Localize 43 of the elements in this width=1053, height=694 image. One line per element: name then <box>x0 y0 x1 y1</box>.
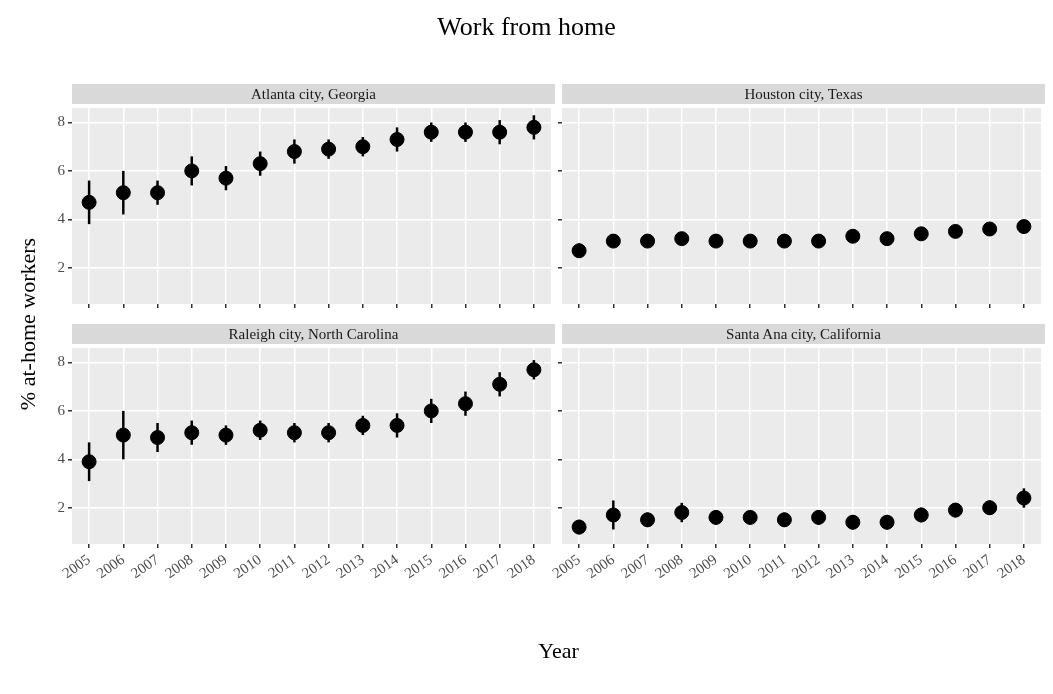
x-tick-label: 2014 <box>857 550 892 582</box>
x-tick-label: 2018 <box>994 550 1028 582</box>
x-tick-label: 2017 <box>469 550 505 582</box>
x-tick-label: 2006 <box>583 550 618 582</box>
y-tick-label: 4 <box>57 210 66 227</box>
x-tick-label: 2006 <box>93 550 128 582</box>
y-tick-label: 4 <box>57 450 66 467</box>
x-tick-label: 2008 <box>162 550 196 582</box>
x-axis-title: Year <box>537 638 580 664</box>
chart-title: Work from home <box>436 12 617 42</box>
x-tick-label: 2015 <box>891 550 926 582</box>
y-axis-title: % at-home workers <box>15 237 41 411</box>
y-tick-label: 6 <box>57 161 66 178</box>
chart-subtitle: Raleigh city, North Carolina <box>72 324 555 344</box>
y-tick-label: 6 <box>57 401 66 418</box>
x-tick-label: 2012 <box>788 550 823 582</box>
y-tick-label: 2 <box>57 258 65 275</box>
x-tick-label: 2012 <box>298 550 333 582</box>
x-tick-label: 2008 <box>652 550 686 582</box>
x-tick-label: 2015 <box>401 550 436 582</box>
x-tick-label: 2018 <box>504 550 538 582</box>
x-tick-label: 2011 <box>755 550 789 581</box>
chart-subtitle: Atlanta city, Georgia <box>72 84 555 104</box>
x-tick-label: 2013 <box>823 550 857 582</box>
x-tick-label: 2017 <box>959 550 995 582</box>
x-tick-label: 2011 <box>265 550 299 581</box>
chart-subtitle: Houston city, Texas <box>562 84 1045 104</box>
x-tick-label: 2010 <box>230 550 265 582</box>
x-tick-label: 2010 <box>720 550 755 582</box>
x-tick-label: 2013 <box>333 550 367 582</box>
y-tick-label: 2 <box>57 498 65 515</box>
x-tick-label: 2016 <box>435 550 470 582</box>
y-tick-label: 8 <box>57 113 65 130</box>
x-tick-label: 2009 <box>196 550 230 582</box>
x-tick-label: 2007 <box>617 550 652 582</box>
chart-subtitle: Santa Ana city, California <box>562 324 1045 344</box>
x-tick-label: 2005 <box>59 550 94 582</box>
x-tick-label: 2016 <box>925 550 960 582</box>
y-tick-label: 8 <box>57 353 65 370</box>
x-tick-label: 2009 <box>686 550 720 582</box>
x-tick-label: 2007 <box>127 550 162 582</box>
x-tick-label: 2014 <box>367 550 402 582</box>
x-tick-label: 2005 <box>549 550 584 582</box>
